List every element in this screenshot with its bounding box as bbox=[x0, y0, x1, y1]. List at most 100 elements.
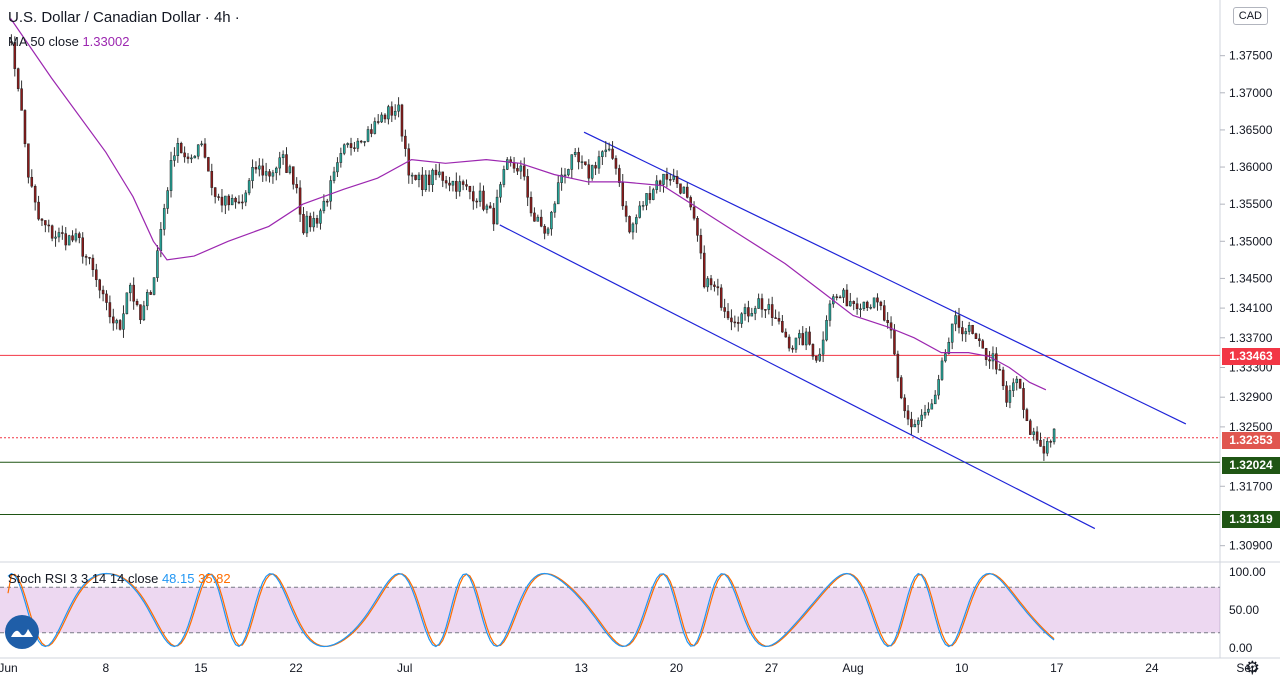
candle-body bbox=[444, 180, 448, 184]
candle-body bbox=[359, 140, 363, 143]
stoch-k-value: 48.15 bbox=[161, 571, 195, 586]
candle-body bbox=[927, 408, 930, 413]
candle-body bbox=[1022, 388, 1025, 410]
candle-body bbox=[400, 104, 404, 137]
candle-body bbox=[553, 203, 557, 213]
candle-body bbox=[23, 110, 27, 145]
candle-body bbox=[906, 410, 910, 420]
candle-body bbox=[16, 68, 20, 89]
candle-body bbox=[1005, 385, 1008, 403]
candle-body bbox=[190, 157, 193, 160]
candle-body bbox=[108, 302, 112, 318]
candle-body bbox=[227, 195, 231, 206]
candle-body bbox=[475, 200, 478, 203]
candle-body bbox=[427, 174, 431, 186]
gear-icon[interactable]: ⚙ bbox=[1244, 658, 1260, 677]
candle-body bbox=[132, 284, 135, 302]
candle-body bbox=[624, 205, 628, 217]
y-tick-label: 1.33700 bbox=[1229, 331, 1273, 345]
candle-body bbox=[767, 304, 771, 310]
candle-body bbox=[1052, 428, 1056, 443]
symbol-legend[interactable]: U.S. Dollar / Canadian Dollar · 4h · bbox=[8, 9, 240, 26]
candle-body bbox=[485, 205, 489, 210]
candle-body bbox=[937, 379, 940, 396]
candle-body bbox=[61, 232, 64, 234]
candle-body bbox=[916, 420, 920, 425]
candle-body bbox=[458, 181, 461, 192]
candle-body bbox=[393, 110, 397, 116]
stoch-rsi-legend[interactable]: Stoch RSI 3 3 14 14 close 48.15 35.82 bbox=[8, 571, 231, 586]
candle-body bbox=[271, 172, 275, 177]
candle-body bbox=[747, 307, 750, 317]
candle-body bbox=[835, 296, 838, 298]
candle-body bbox=[550, 211, 553, 230]
candle-body bbox=[716, 286, 720, 289]
candle-body bbox=[264, 171, 268, 176]
candle-body bbox=[461, 181, 465, 185]
ma-legend[interactable]: MA 50 close 1.33002 bbox=[8, 34, 129, 49]
y-tick-label: 1.34100 bbox=[1229, 301, 1273, 315]
candle-body bbox=[383, 114, 387, 120]
candle-body bbox=[852, 301, 855, 304]
candle-body bbox=[1008, 390, 1012, 403]
price-tag-resistance: 1.33463 bbox=[1222, 348, 1280, 365]
candle-body bbox=[244, 192, 248, 203]
candle-body bbox=[618, 168, 621, 184]
candle-body bbox=[98, 279, 101, 291]
candle-body bbox=[713, 284, 716, 287]
candle-body bbox=[173, 155, 176, 161]
candle-body bbox=[179, 143, 183, 154]
candle-body bbox=[882, 305, 886, 321]
candle-body bbox=[129, 284, 132, 294]
candle-body bbox=[417, 174, 421, 180]
currency-badge[interactable]: CAD bbox=[1232, 7, 1268, 25]
candle-body bbox=[346, 143, 349, 146]
candle-body bbox=[438, 171, 441, 176]
tradingview-logo-icon[interactable] bbox=[5, 615, 39, 649]
candle-body bbox=[404, 135, 407, 149]
candle-body bbox=[387, 106, 390, 120]
candle-body bbox=[258, 165, 261, 170]
candle-body bbox=[957, 315, 961, 328]
candle-body bbox=[954, 315, 957, 325]
candle-body bbox=[1025, 409, 1029, 422]
candle-body bbox=[652, 189, 655, 200]
candle-body bbox=[465, 184, 468, 187]
candle-body bbox=[207, 157, 210, 172]
candle-body bbox=[757, 298, 760, 309]
candle-body bbox=[794, 337, 798, 350]
candle-body bbox=[162, 208, 166, 230]
candle-body bbox=[492, 207, 495, 225]
candle-body bbox=[974, 333, 978, 339]
candle-body bbox=[455, 180, 458, 192]
candle-body bbox=[998, 369, 1002, 371]
y-tick-label: 1.32900 bbox=[1229, 390, 1273, 404]
candle-body bbox=[125, 292, 129, 315]
candle-body bbox=[152, 277, 156, 295]
candle-body bbox=[57, 232, 61, 238]
candle-body bbox=[964, 331, 968, 335]
y-tick-label: 1.34500 bbox=[1229, 271, 1273, 285]
candle-body bbox=[662, 173, 665, 185]
candle-body bbox=[750, 313, 754, 317]
candle-body bbox=[777, 318, 781, 322]
candle-body bbox=[309, 215, 312, 228]
candle-body bbox=[84, 256, 88, 258]
candle-body bbox=[373, 121, 377, 134]
candle-body bbox=[295, 184, 298, 189]
candle-body bbox=[899, 377, 903, 399]
candle-body bbox=[781, 320, 784, 333]
candle-body bbox=[828, 303, 832, 321]
candle-body bbox=[726, 311, 730, 319]
candle-body bbox=[967, 324, 971, 332]
candle-body bbox=[78, 233, 81, 238]
candle-body bbox=[176, 143, 180, 157]
candle-body bbox=[95, 269, 98, 281]
candle-body bbox=[872, 297, 876, 308]
candle-body bbox=[67, 235, 71, 246]
candle-body bbox=[539, 216, 543, 227]
candle-body bbox=[315, 218, 319, 224]
candle-body bbox=[529, 197, 533, 214]
